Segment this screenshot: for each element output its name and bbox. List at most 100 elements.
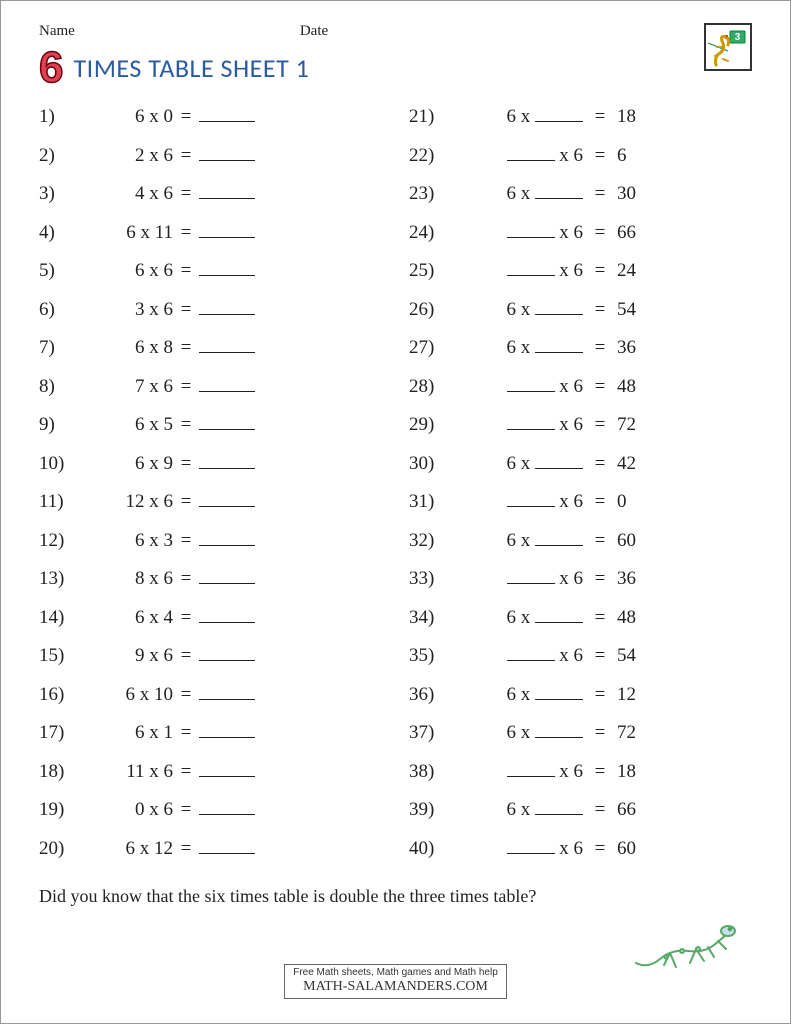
title-text: TIMES TABLE SHEET 1	[73, 52, 309, 84]
factor-blank[interactable]	[507, 489, 555, 507]
expression-lhs: x 6	[453, 489, 583, 513]
problem-expression: 6 x =12	[453, 682, 739, 706]
answer-blank[interactable]	[199, 720, 255, 738]
factor-blank[interactable]	[535, 528, 583, 546]
problem-row: 23)6 x =30	[409, 181, 739, 220]
answer-blank[interactable]	[199, 335, 255, 353]
footer-tagline: Free Math sheets, Math games and Math he…	[293, 967, 498, 979]
problem-row: 36)6 x =12	[409, 682, 739, 721]
answer-blank[interactable]	[199, 451, 255, 469]
factoid-text: Did you know that the six times table is…	[39, 886, 752, 907]
problem-row: 29) x 6=72	[409, 412, 739, 451]
problem-number: 7)	[39, 337, 83, 359]
problem-row: 10)6 x 9=	[39, 451, 369, 490]
problem-expression: 6 x 0=	[83, 104, 369, 128]
expression-lhs: 11 x 6	[83, 761, 173, 783]
equals-sign: =	[583, 183, 617, 205]
problem-number: 25)	[409, 260, 453, 282]
factor-blank[interactable]	[535, 104, 583, 122]
equals-sign: =	[583, 145, 617, 167]
factor-blank[interactable]	[507, 566, 555, 584]
answer-blank[interactable]	[199, 258, 255, 276]
answer-blank[interactable]	[199, 605, 255, 623]
answer-blank[interactable]	[199, 566, 255, 584]
expression-lhs: x 6	[453, 143, 583, 167]
equals-sign: =	[583, 838, 617, 860]
factor-blank[interactable]	[507, 374, 555, 392]
equals-sign: =	[173, 453, 199, 475]
problem-number: 16)	[39, 684, 83, 706]
equals-sign: =	[583, 260, 617, 282]
product-value: 0	[617, 491, 647, 513]
expression-lhs: x 6	[453, 643, 583, 667]
problem-expression: 7 x 6=	[83, 374, 369, 398]
factor-blank[interactable]	[535, 181, 583, 199]
header-row: Name Date	[39, 23, 752, 40]
factor-blank[interactable]	[507, 143, 555, 161]
problem-number: 37)	[409, 722, 453, 744]
expression-lhs: 6 x 10	[83, 684, 173, 706]
factor-blank[interactable]	[507, 412, 555, 430]
problem-number: 5)	[39, 260, 83, 282]
answer-blank[interactable]	[199, 220, 255, 238]
problem-number: 9)	[39, 414, 83, 436]
answer-blank[interactable]	[199, 181, 255, 199]
answer-blank[interactable]	[199, 489, 255, 507]
factor-blank[interactable]	[507, 643, 555, 661]
problem-expression: 6 x 12=	[83, 836, 369, 860]
factor-blank[interactable]	[507, 258, 555, 276]
answer-blank[interactable]	[199, 682, 255, 700]
problem-expression: x 6=0	[453, 489, 739, 513]
worksheet-page: Name Date 3 6 TIMES TABLE SHEET 1 1)6 x …	[0, 0, 791, 1024]
equals-sign: =	[173, 222, 199, 244]
answer-blank[interactable]	[199, 759, 255, 777]
problem-number: 30)	[409, 453, 453, 475]
expression-lhs: 12 x 6	[83, 491, 173, 513]
factor-blank[interactable]	[507, 220, 555, 238]
factor-blank[interactable]	[535, 297, 583, 315]
expression-lhs: 6 x 11	[83, 222, 173, 244]
answer-blank[interactable]	[199, 297, 255, 315]
answer-blank[interactable]	[199, 836, 255, 854]
answer-blank[interactable]	[199, 412, 255, 430]
factor-blank[interactable]	[507, 759, 555, 777]
problem-row: 34)6 x =48	[409, 605, 739, 644]
answer-blank[interactable]	[199, 374, 255, 392]
factor-blank[interactable]	[535, 335, 583, 353]
footer-site: MATH-SALAMANDERS.COM	[293, 979, 498, 996]
equals-sign: =	[173, 645, 199, 667]
problem-number: 6)	[39, 299, 83, 321]
answer-blank[interactable]	[199, 528, 255, 546]
answer-blank[interactable]	[199, 104, 255, 122]
answer-blank[interactable]	[199, 643, 255, 661]
equals-sign: =	[583, 222, 617, 244]
known-factor: 6 x	[507, 453, 536, 475]
answer-blank[interactable]	[199, 143, 255, 161]
expression-lhs: x 6	[453, 836, 583, 860]
factor-blank[interactable]	[535, 605, 583, 623]
factor-blank[interactable]	[535, 682, 583, 700]
problem-row: 9)6 x 5=	[39, 412, 369, 451]
problem-row: 13)8 x 6=	[39, 566, 369, 605]
problem-number: 22)	[409, 145, 453, 167]
product-value: 54	[617, 645, 647, 667]
name-label: Name	[39, 23, 75, 40]
problem-expression: 6 x 8=	[83, 335, 369, 359]
equals-sign: =	[583, 106, 617, 128]
factor-blank[interactable]	[535, 451, 583, 469]
factor-blank[interactable]	[507, 836, 555, 854]
answer-blank[interactable]	[199, 797, 255, 815]
problem-number: 27)	[409, 337, 453, 359]
known-factor: 6 x	[507, 299, 536, 321]
footer: Free Math sheets, Math games and Math he…	[1, 964, 790, 999]
problem-row: 4)6 x 11=	[39, 220, 369, 259]
product-value: 60	[617, 838, 647, 860]
problem-row: 15)9 x 6=	[39, 643, 369, 682]
problem-number: 12)	[39, 530, 83, 552]
product-value: 60	[617, 530, 647, 552]
factor-blank[interactable]	[535, 797, 583, 815]
problem-number: 15)	[39, 645, 83, 667]
problem-expression: x 6=18	[453, 759, 739, 783]
expression-lhs: 6 x 4	[83, 607, 173, 629]
factor-blank[interactable]	[535, 720, 583, 738]
